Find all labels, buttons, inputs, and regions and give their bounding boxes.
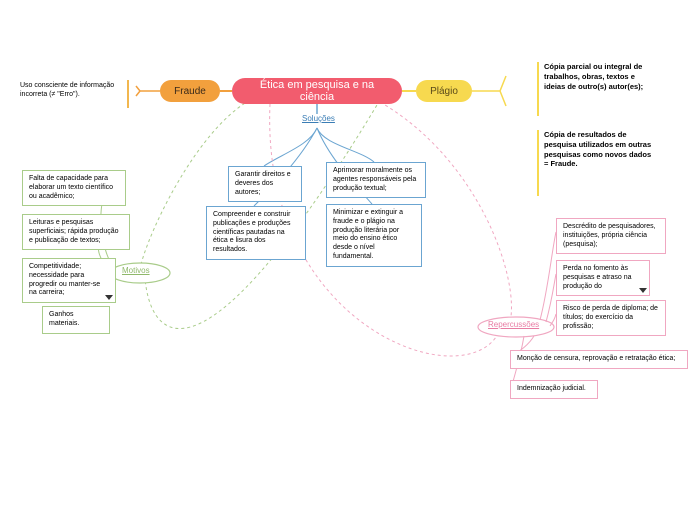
fraude-node[interactable]: Fraude bbox=[160, 80, 220, 102]
solucoes-item: Garantir direitos e deveres dos autores; bbox=[228, 166, 302, 202]
motivos-item: Ganhos materiais. bbox=[42, 306, 110, 334]
motivos-item: Leituras e pesquisas superficiais; rápid… bbox=[22, 214, 130, 250]
plagio-node[interactable]: Plágio bbox=[416, 80, 472, 102]
repercussoes-item: Descrédito de pesquisadores, instituiçõe… bbox=[556, 218, 666, 254]
motivos-item: Falta de capacidade para elaborar um tex… bbox=[22, 170, 126, 206]
fraude-description: Uso consciente de informação incorreta (… bbox=[14, 78, 126, 108]
repercussoes-label[interactable]: Repercussões bbox=[488, 320, 539, 329]
repercussoes-item: Monção de censura, reprovação e retrataç… bbox=[510, 350, 688, 369]
solucoes-label[interactable]: Soluções bbox=[302, 114, 335, 123]
solucoes-item: Minimizar e extinguir a fraude e o plági… bbox=[326, 204, 422, 267]
solucoes-item: Compreender e construir publicações e pr… bbox=[206, 206, 306, 260]
motivos-item: Competitividade; necessidade para progre… bbox=[22, 258, 116, 303]
repercussoes-item: Risco de perda de diploma; de títulos; d… bbox=[556, 300, 666, 336]
motivos-label[interactable]: Motivos bbox=[122, 266, 150, 275]
repercussoes-item: Indemnização judicial. bbox=[510, 380, 598, 399]
solucoes-item: Aprimorar moralmente os agentes responsá… bbox=[326, 162, 426, 198]
repercussoes-item: Perda no fomento às pesquisas e atraso n… bbox=[556, 260, 650, 296]
plagio-description-1: Cópia parcial ou integral de trabalhos, … bbox=[544, 62, 654, 91]
central-node: Ética em pesquisa e na ciência bbox=[232, 78, 402, 104]
plagio-description-2: Cópia de resultados de pesquisa utilizad… bbox=[544, 130, 654, 169]
